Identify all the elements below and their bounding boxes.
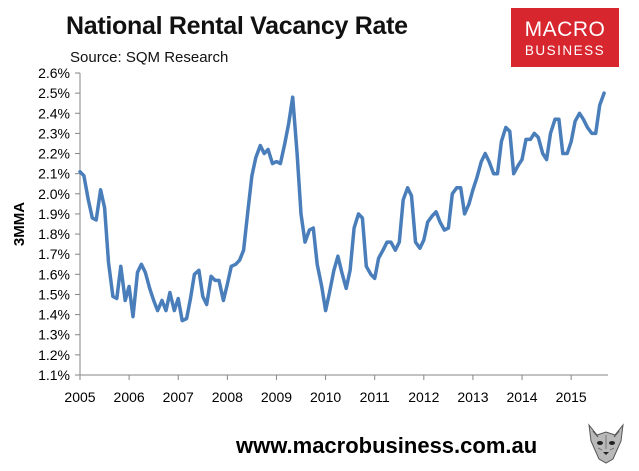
x-tick-label: 2009	[261, 389, 292, 405]
x-tick-label: 2008	[212, 389, 243, 405]
y-tick-label: 1.7%	[38, 246, 70, 262]
y-axis-ticks: 1.1% 1.2% 1.3% 1.4% 1.5% 1.6% 1.7% 1.8% 1.9% 2.0%…	[38, 65, 80, 383]
chart-source: Source: SQM Research	[70, 49, 229, 66]
x-tick-label: 2006	[114, 389, 145, 405]
chart-series	[78, 91, 606, 323]
chart-axes	[79, 73, 608, 376]
y-tick-label: 2.5%	[38, 85, 70, 101]
website-url: www.macrobusiness.com.au	[236, 433, 538, 458]
y-tick-label: 2.3%	[38, 125, 70, 141]
wolf-logo-icon	[583, 419, 629, 465]
macrobusiness-logo: MACRO BUSINESS	[511, 8, 619, 67]
y-tick-label: 1.2%	[38, 347, 70, 363]
y-tick-label: 1.9%	[38, 206, 70, 222]
y-tick-label: 1.4%	[38, 307, 70, 323]
y-tick-label: 1.6%	[38, 266, 70, 282]
y-tick-label: 2.2%	[38, 146, 70, 162]
series-line	[78, 91, 606, 323]
x-tick-label: 2005	[64, 389, 95, 405]
y-axis-label: 3MMA	[11, 202, 28, 246]
x-tick-label: 2015	[556, 389, 587, 405]
y-tick-label: 1.3%	[38, 327, 70, 343]
logo-line-1: MACRO	[524, 18, 606, 41]
x-tick-label: 2011	[360, 389, 390, 405]
y-tick-label: 2.1%	[38, 166, 70, 182]
x-tick-label: 2007	[163, 389, 194, 405]
x-tick-label: 2012	[408, 389, 439, 405]
x-tick-label: 2013	[457, 389, 488, 405]
y-tick-label: 1.1%	[38, 367, 70, 383]
y-tick-label: 1.5%	[38, 286, 70, 302]
y-tick-label: 2.4%	[38, 105, 70, 121]
chart-title: National Rental Vacancy Rate	[66, 12, 408, 40]
y-tick-label: 2.6%	[38, 65, 70, 81]
x-tick-label: 2014	[506, 389, 537, 405]
y-tick-label: 1.8%	[38, 226, 70, 242]
y-tick-label: 2.0%	[38, 186, 70, 202]
x-tick-label: 2010	[310, 389, 341, 405]
logo-line-2: BUSINESS	[524, 43, 606, 58]
x-axis-ticks: 2005 2006 2007 2008 2009 2010 2011 2012 2013 2014…	[64, 375, 587, 405]
